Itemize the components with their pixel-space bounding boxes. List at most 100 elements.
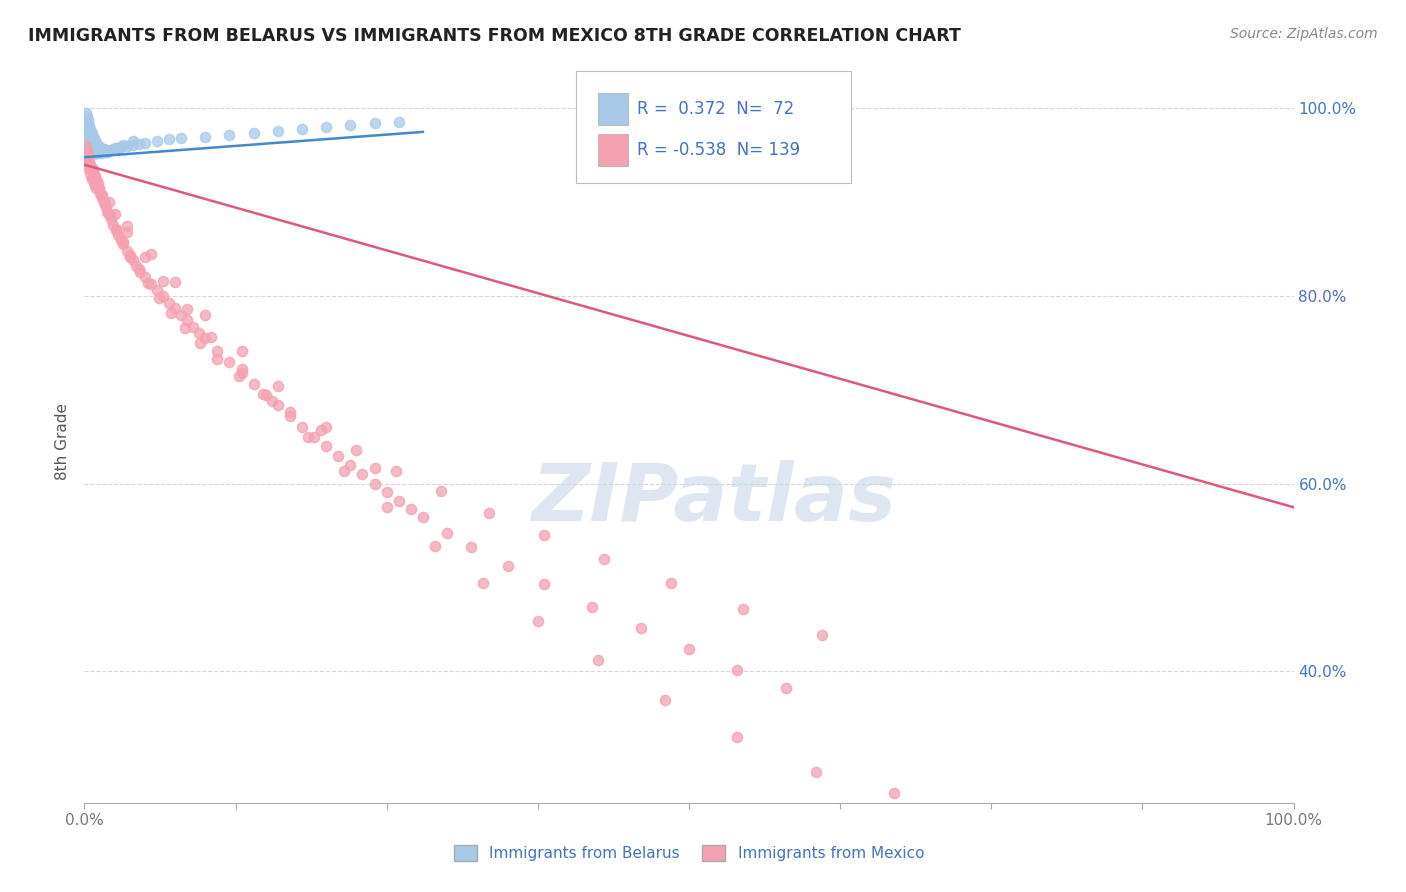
Text: IMMIGRANTS FROM BELARUS VS IMMIGRANTS FROM MEXICO 8TH GRADE CORRELATION CHART: IMMIGRANTS FROM BELARUS VS IMMIGRANTS FR… bbox=[28, 27, 960, 45]
Point bbox=[112, 237, 135, 252]
Point bbox=[77, 122, 100, 136]
Point bbox=[86, 181, 108, 195]
Point bbox=[83, 144, 105, 158]
Point bbox=[87, 140, 110, 154]
Point bbox=[75, 148, 97, 162]
Point bbox=[80, 135, 103, 149]
Point bbox=[152, 289, 174, 303]
Point bbox=[218, 355, 240, 369]
Point bbox=[363, 476, 385, 491]
Point bbox=[77, 112, 100, 127]
Point bbox=[148, 291, 170, 305]
Point bbox=[100, 143, 122, 157]
Point bbox=[91, 145, 114, 160]
Point bbox=[228, 368, 250, 383]
Point bbox=[96, 204, 118, 219]
Point bbox=[76, 146, 98, 161]
Point bbox=[103, 218, 125, 232]
Point bbox=[93, 195, 115, 210]
Point bbox=[315, 120, 337, 135]
Point bbox=[146, 134, 169, 148]
Point bbox=[79, 158, 101, 172]
Point bbox=[291, 122, 314, 136]
Point bbox=[291, 419, 314, 434]
Point bbox=[207, 343, 229, 358]
Point bbox=[339, 118, 361, 132]
Point bbox=[311, 423, 333, 437]
Point bbox=[725, 730, 748, 744]
Point bbox=[278, 404, 301, 418]
Point bbox=[91, 190, 114, 204]
Point bbox=[242, 126, 264, 140]
Point bbox=[86, 138, 108, 153]
Point bbox=[82, 142, 104, 156]
Point bbox=[436, 525, 458, 540]
Point bbox=[80, 171, 103, 186]
Point bbox=[157, 295, 180, 310]
Point bbox=[107, 228, 129, 243]
Point bbox=[77, 127, 100, 141]
Point bbox=[115, 244, 138, 258]
Point bbox=[82, 162, 104, 177]
Point bbox=[207, 351, 229, 366]
Point bbox=[89, 142, 111, 156]
Point bbox=[91, 187, 114, 202]
Point bbox=[527, 614, 550, 628]
Point bbox=[96, 145, 118, 159]
Point bbox=[76, 153, 98, 167]
Point bbox=[87, 182, 110, 196]
Point bbox=[77, 162, 100, 177]
Point bbox=[105, 141, 128, 155]
Point bbox=[82, 171, 104, 186]
Point bbox=[82, 139, 104, 153]
Point bbox=[89, 186, 111, 200]
Point bbox=[260, 394, 283, 409]
Point bbox=[134, 270, 156, 285]
Text: R =  0.372  N=  72: R = 0.372 N= 72 bbox=[637, 100, 794, 118]
Point bbox=[496, 559, 519, 574]
Point bbox=[430, 484, 453, 499]
Point bbox=[363, 460, 385, 475]
Point bbox=[315, 420, 337, 434]
Legend: Immigrants from Belarus, Immigrants from Mexico: Immigrants from Belarus, Immigrants from… bbox=[447, 839, 931, 867]
Point bbox=[218, 128, 240, 142]
Point bbox=[104, 141, 127, 155]
Point bbox=[79, 122, 101, 136]
Point bbox=[77, 130, 100, 145]
Point bbox=[267, 379, 290, 393]
Point bbox=[76, 117, 98, 131]
Point bbox=[104, 223, 127, 237]
Point bbox=[472, 576, 495, 591]
Y-axis label: 8th Grade: 8th Grade bbox=[55, 403, 70, 480]
Point bbox=[375, 485, 398, 500]
Point bbox=[83, 177, 105, 191]
Point bbox=[231, 362, 253, 376]
Point bbox=[346, 442, 368, 457]
Point bbox=[75, 139, 97, 153]
Point bbox=[90, 141, 112, 155]
Point bbox=[725, 663, 748, 677]
Point bbox=[412, 509, 434, 524]
Point bbox=[231, 343, 253, 358]
Point bbox=[77, 134, 100, 148]
Point bbox=[533, 528, 555, 542]
Point bbox=[86, 136, 108, 150]
Point bbox=[97, 195, 120, 210]
Point bbox=[352, 467, 374, 482]
Point bbox=[129, 265, 152, 279]
Point bbox=[76, 144, 98, 158]
Point bbox=[83, 169, 105, 183]
Point bbox=[84, 134, 107, 148]
Point bbox=[775, 681, 797, 696]
Point bbox=[77, 158, 100, 172]
Point bbox=[333, 464, 356, 478]
Point bbox=[91, 143, 114, 157]
Point bbox=[110, 233, 132, 247]
Point bbox=[160, 306, 183, 320]
Point bbox=[84, 144, 107, 158]
Point bbox=[100, 143, 122, 157]
Point bbox=[125, 259, 148, 273]
Point bbox=[75, 115, 97, 129]
Point bbox=[139, 277, 162, 291]
Point bbox=[79, 158, 101, 172]
